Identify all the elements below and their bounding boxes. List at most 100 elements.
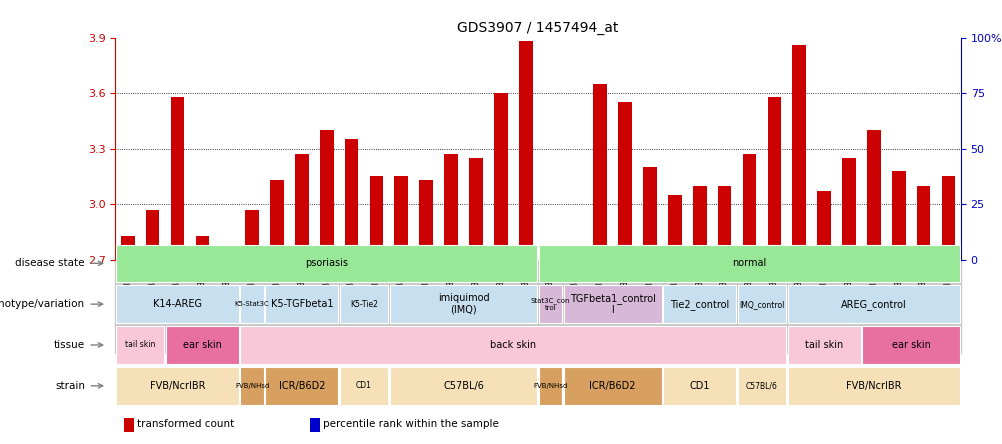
Text: imiquimod
(IMQ): imiquimod (IMQ) (437, 293, 489, 315)
Text: K5-Stat3C: K5-Stat3C (234, 301, 270, 307)
Bar (444, 155, 458, 260)
Bar (364, 260, 389, 353)
Bar (842, 158, 855, 260)
Bar (389, 367, 537, 404)
Bar (563, 285, 661, 323)
Bar (621, 256, 628, 260)
Bar (220, 250, 233, 260)
Text: IMQ_control: IMQ_control (738, 300, 784, 309)
Bar (762, 260, 786, 353)
Bar (862, 326, 959, 364)
Bar (394, 177, 408, 260)
Text: FVB/NcrIBR: FVB/NcrIBR (149, 381, 205, 391)
Text: ear skin: ear skin (182, 340, 221, 350)
Bar (770, 251, 778, 260)
Bar (817, 191, 830, 260)
Bar (497, 251, 504, 260)
Bar (596, 251, 603, 260)
Bar (266, 285, 338, 323)
Bar (488, 260, 513, 353)
Bar (587, 260, 612, 353)
Bar (910, 260, 935, 353)
Text: normal: normal (731, 258, 766, 268)
Bar (767, 97, 781, 260)
Text: disease state: disease state (15, 258, 85, 268)
Bar (736, 260, 762, 353)
Bar (787, 326, 860, 364)
Bar (245, 210, 259, 260)
Bar (290, 260, 314, 353)
Bar (886, 260, 910, 353)
Bar (310, 418, 320, 432)
Text: K5-Tie2: K5-Tie2 (350, 300, 378, 309)
Bar (667, 195, 681, 260)
Bar (695, 256, 702, 260)
Bar (916, 186, 930, 260)
Bar (894, 256, 902, 260)
Bar (298, 256, 306, 260)
Bar (563, 367, 661, 404)
Text: ICR/B6D2: ICR/B6D2 (279, 381, 325, 391)
Bar (562, 260, 587, 353)
Bar (944, 256, 951, 260)
Bar (116, 245, 537, 282)
Bar (686, 260, 711, 353)
Text: CD1: CD1 (356, 381, 372, 390)
Bar (845, 256, 852, 260)
Bar (866, 130, 880, 260)
Bar (340, 285, 388, 323)
Bar (741, 155, 756, 260)
Bar (670, 256, 678, 260)
Bar (645, 256, 653, 260)
Bar (145, 210, 159, 260)
Bar (148, 256, 156, 260)
Text: Tie2_control: Tie2_control (669, 299, 728, 309)
Bar (116, 326, 164, 364)
Bar (538, 260, 562, 353)
Bar (370, 177, 383, 260)
Bar (941, 177, 954, 260)
Text: tail skin: tail skin (805, 340, 843, 350)
Text: K5-TGFbeta1: K5-TGFbeta1 (271, 299, 333, 309)
Bar (397, 256, 405, 260)
Bar (546, 256, 554, 260)
Bar (919, 256, 927, 260)
Bar (737, 285, 786, 323)
Bar (295, 155, 309, 260)
Bar (463, 260, 488, 353)
Bar (270, 180, 284, 260)
Bar (189, 260, 214, 353)
Bar (265, 260, 290, 353)
Bar (419, 180, 433, 260)
Bar (116, 367, 238, 404)
Text: ICR/B6D2: ICR/B6D2 (589, 381, 635, 391)
Bar (612, 260, 637, 353)
Bar (662, 367, 735, 404)
Text: AREG_control: AREG_control (840, 299, 906, 309)
Bar (617, 103, 631, 260)
Bar (165, 260, 189, 353)
Text: tissue: tissue (54, 340, 85, 350)
Bar (165, 326, 238, 364)
Text: genotype/variation: genotype/variation (0, 299, 85, 309)
Bar (447, 256, 454, 260)
Bar (568, 247, 582, 260)
Bar (240, 326, 786, 364)
Text: CD1: CD1 (688, 381, 709, 391)
Bar (248, 256, 256, 260)
Bar (571, 256, 578, 260)
Bar (661, 260, 686, 353)
Bar (323, 256, 331, 260)
Bar (538, 245, 959, 282)
Bar (787, 367, 959, 404)
Bar (422, 256, 430, 260)
Bar (811, 260, 836, 353)
Bar (240, 285, 264, 323)
Bar (345, 139, 358, 260)
Bar (737, 367, 786, 404)
Bar (123, 418, 134, 432)
Bar (348, 256, 355, 260)
Bar (240, 367, 264, 404)
Text: C57BL/6: C57BL/6 (745, 381, 778, 390)
Bar (340, 367, 388, 404)
